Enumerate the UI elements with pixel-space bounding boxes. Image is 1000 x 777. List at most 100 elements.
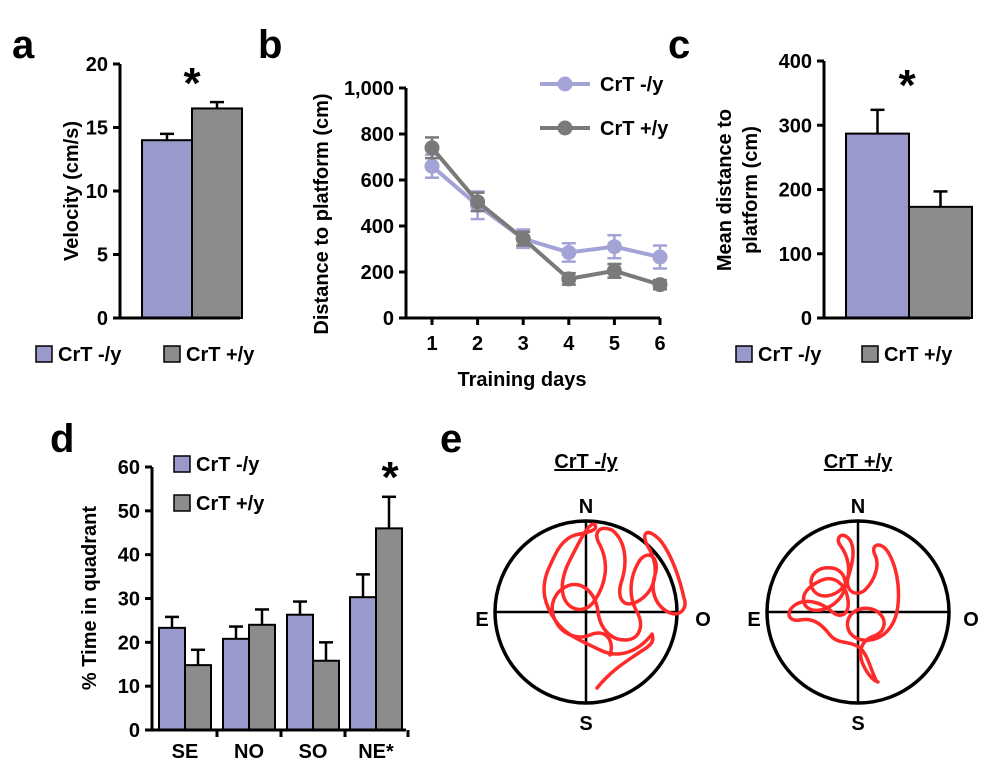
panel-d-y-tick-label: 60 [118,457,140,479]
panel-b-x-tick-label: 5 [609,333,620,355]
track-title-wt: CrT +/y [824,451,893,473]
pool-ko [493,519,687,705]
panel-e-tracks: CrT -/y CrT +/y N S E O N S E O [475,451,978,735]
panel-c-chart: 0 100 200 300 400 Mean distance to platform (c… [714,51,973,366]
panel-a-chart: 0 5 10 15 20 Velocity (cm/s) * CrT -/y CrT +/y [35,54,255,366]
panel-a-y-tick-label: 20 [86,54,108,76]
compass-o-ko: O [695,609,711,631]
panel-c-y-tick-label: 300 [779,115,812,137]
panel-b-x-tick-label: 3 [518,333,529,355]
panel-b-point [606,239,622,255]
panel-d-y-tick-label: 30 [118,589,140,611]
compass-n-ko: N [579,496,593,518]
panel-b-point [515,231,531,247]
panel-d-legend-wt-label: CrT +/y [196,493,265,515]
panel-b-legend-marker [557,76,573,92]
panel-a-y-title: Velocity (cm/s) [61,121,83,261]
panel-a-legend-wt-swatch [163,345,181,363]
panel-d-bar [248,623,276,731]
panel-c-y-title-line2: platform (cm) [740,126,762,254]
panel-d-y-tick-label: 40 [118,545,140,567]
panel-d-bar [184,664,212,731]
compass-s-wt: S [851,713,864,735]
panel-a-y-tick-label: 15 [86,118,108,140]
panel-b-y-tick-label: 1,000 [344,78,394,100]
panel-d-x-tick-label: NE* [358,741,394,763]
panel-b-chart: 0 200 400 600 800 1,000 1 2 3 4 5 6 Distance to plat… [311,74,669,391]
panel-c-y-title-line1: Mean distance to [714,109,736,271]
panel-b-point [424,158,440,174]
panel-d-y-tick-label: 50 [118,501,140,523]
panel-d-x-tick-label: SE [172,741,199,763]
panel-d-legend-ko-swatch [173,455,191,473]
panel-a-bar [141,139,193,319]
panel-d-chart: 0 10 20 30 40 50 60 SE NO SO NE* % Time in quadrant… [79,453,410,763]
compass-e-ko: E [475,609,488,631]
swim-path-ko [542,522,687,690]
panel-b-y-title: Distance to platform (cm) [311,93,333,334]
panel-d-letter: d [50,417,74,461]
panel-b-series-line [430,146,661,287]
panel-a-y-tick-label: 5 [97,245,108,267]
panel-d-x-tick-label: SO [299,741,328,763]
panel-a-legend-wt-label: CrT +/y [186,344,255,366]
panel-a-bar [191,107,243,319]
panel-a-y-tick-label: 0 [97,308,108,330]
compass-e-wt: E [747,609,760,631]
panel-b-y-tick-label: 600 [361,170,394,192]
panel-e-letter: e [440,417,462,461]
panel-c-bar [908,205,973,319]
panel-d-x-tick-label: NO [234,741,264,763]
compass-n-wt: N [851,496,865,518]
panel-b-x-tick-label: 1 [426,333,437,355]
panel-b-x-tick-label: 4 [563,333,575,355]
panel-b-point [561,244,577,260]
panel-d-significance: * [381,453,399,502]
panel-c-legend-wt-swatch [861,345,879,363]
panel-d-legend-ko-label: CrT -/y [196,454,260,476]
panel-a-significance: * [183,59,201,108]
panel-d-y-tick-label: 0 [129,720,140,742]
panel-a-legend-ko-swatch [35,345,53,363]
track-title-ko: CrT -/y [554,451,618,473]
panel-c-significance: * [898,61,916,110]
panel-a-letter: a [12,23,35,67]
panel-c-legend-wt-label: CrT +/y [884,344,953,366]
panel-d-y-title: % Time in quadrant [79,506,101,690]
panel-c-y-tick-label: 400 [779,51,812,73]
panel-c-bar [845,132,910,319]
panel-b-x-tick-label: 6 [654,333,665,355]
panel-c-legend-ko-swatch [735,345,753,363]
pool-wt [765,519,951,705]
panel-d-legend-wt-swatch [173,494,191,512]
panel-b-point [561,271,577,287]
panel-c-y-tick-label: 100 [779,244,812,266]
panel-a-y-tick-label: 10 [86,181,108,203]
panel-b-legend-label: CrT -/y [600,74,664,96]
panel-c-y-tick-label: 0 [801,308,812,330]
panel-b-legend-marker [557,120,573,136]
panel-d-bar [349,596,377,731]
compass-s-ko: S [579,713,592,735]
panel-d-bar [222,637,250,731]
panel-c-y-tick-label: 200 [779,180,812,202]
panel-d-bar [312,659,340,732]
panel-d-bar [158,626,186,732]
panel-b-y-tick-label: 0 [383,308,394,330]
panel-b-point [606,263,622,279]
panel-d-y-tick-label: 10 [118,676,140,698]
panel-d-y-tick-label: 20 [118,632,140,654]
panel-b-legend-label: CrT +/y [600,118,669,140]
compass-o-wt: O [963,609,979,631]
panel-b-y-tick-label: 400 [361,216,394,238]
panel-c-legend-ko-label: CrT -/y [758,344,822,366]
panel-b-y-tick-label: 200 [361,262,394,284]
panel-b-point [424,140,440,156]
panel-b-series-line [430,164,661,260]
panel-d-bar [286,613,314,731]
panel-b-y-tick-label: 800 [361,124,394,146]
panel-b-point [470,194,486,210]
panel-b-x-tick-label: 2 [472,333,483,355]
panel-b-point [652,249,668,265]
